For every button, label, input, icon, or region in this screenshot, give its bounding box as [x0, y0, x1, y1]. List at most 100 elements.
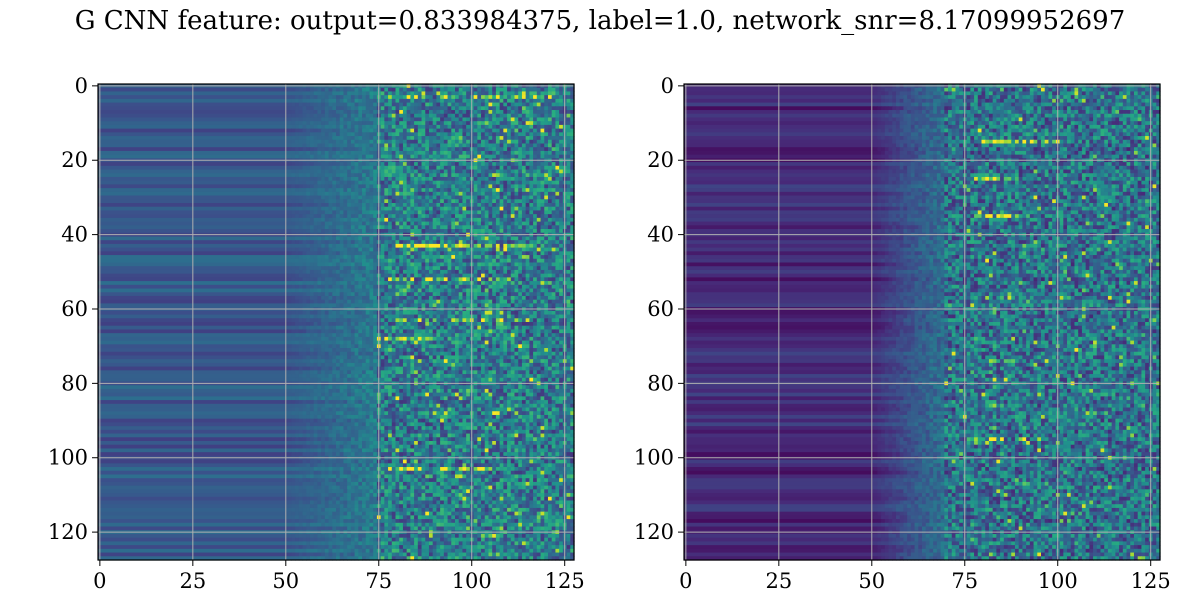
heatmap-cell	[525, 217, 530, 223]
heatmap-cell	[406, 169, 411, 174]
heatmap-cell	[354, 180, 359, 186]
heatmap-cell	[332, 251, 337, 256]
heatmap-cell	[410, 217, 415, 223]
heatmap-cell	[317, 91, 322, 96]
heatmap-cell	[306, 165, 311, 171]
heatmap-cell	[458, 314, 464, 319]
heatmap-cell	[399, 243, 404, 249]
heatmap-cell	[521, 173, 527, 178]
heatmap-cell	[339, 236, 345, 241]
heatmap-cell	[521, 292, 527, 297]
heatmap-cell	[395, 251, 400, 256]
heatmap-cell	[559, 303, 564, 308]
heatmap-cell	[484, 128, 490, 133]
heatmap-cell	[514, 277, 519, 282]
heatmap-cell	[309, 113, 315, 119]
heatmap-cell	[298, 106, 304, 111]
heatmap-cell	[380, 214, 385, 219]
heatmap-cell	[332, 255, 337, 260]
heatmap-cell	[306, 255, 311, 260]
heatmap-cell	[287, 314, 292, 319]
heatmap-cell	[440, 314, 445, 319]
heatmap-cell	[525, 303, 530, 308]
heatmap-cell	[481, 184, 486, 189]
heatmap-cell	[440, 273, 445, 278]
heatmap-cell	[518, 203, 523, 208]
heatmap-cell	[570, 266, 575, 271]
heatmap-cell	[414, 225, 419, 230]
heatmap-cell	[544, 184, 549, 189]
heatmap-cell	[503, 162, 508, 167]
heatmap-cell	[332, 221, 337, 226]
heatmap-cell	[380, 236, 385, 241]
heatmap-cell	[350, 210, 356, 215]
heatmap-cell	[384, 147, 389, 152]
heatmap-cell	[343, 87, 348, 93]
heatmap-cell	[414, 243, 419, 249]
heatmap-cell	[518, 95, 523, 100]
heatmap-cell	[428, 184, 434, 189]
heatmap-cell	[514, 91, 519, 96]
heatmap-cell	[503, 284, 508, 290]
heatmap-cell	[521, 91, 527, 96]
heatmap-cell	[332, 139, 337, 145]
heatmap-cell	[455, 98, 460, 104]
heatmap-cell	[350, 150, 356, 156]
heatmap-cell	[443, 262, 449, 267]
heatmap-cell	[492, 188, 497, 193]
heatmap-cell	[536, 191, 542, 197]
heatmap-cell	[324, 288, 330, 293]
heatmap-cell	[436, 221, 441, 226]
heatmap-cell	[570, 165, 575, 171]
heatmap-cell	[414, 128, 419, 133]
heatmap-cell	[473, 162, 478, 167]
heatmap-cell	[388, 132, 393, 137]
heatmap-cell	[495, 262, 501, 267]
heatmap-cell	[555, 240, 560, 245]
heatmap-cell	[551, 229, 557, 234]
heatmap-cell	[466, 139, 471, 145]
heatmap-cell	[455, 214, 460, 219]
heatmap-cell	[544, 299, 549, 305]
heatmap-cell	[328, 217, 333, 223]
heatmap-cell	[499, 180, 504, 186]
heatmap-cell	[321, 210, 326, 215]
heatmap-cell	[373, 91, 378, 96]
heatmap-cell	[417, 292, 423, 297]
heatmap-cell	[402, 214, 408, 219]
heatmap-cell	[410, 299, 415, 305]
heatmap-cell	[365, 273, 371, 278]
heatmap-cell	[328, 150, 333, 156]
heatmap-cell	[466, 295, 471, 301]
heatmap-cell	[540, 199, 545, 204]
heatmap-cell	[488, 229, 493, 234]
heatmap-cell	[358, 295, 363, 301]
heatmap-cell	[399, 143, 404, 148]
heatmap-cell	[466, 128, 471, 133]
heatmap-cell	[510, 139, 516, 145]
heatmap-cell	[414, 262, 419, 267]
heatmap-cell	[447, 236, 452, 241]
heatmap-cell	[547, 95, 553, 100]
heatmap-cell	[362, 247, 367, 252]
heatmap-cell	[499, 284, 504, 290]
heatmap-cell	[369, 195, 374, 200]
heatmap-cell	[347, 240, 352, 245]
heatmap-cell	[510, 154, 516, 159]
heatmap-cell	[473, 117, 478, 122]
heatmap-cell	[362, 121, 367, 126]
heatmap-cell	[514, 139, 519, 145]
heatmap-cell	[295, 210, 300, 215]
heatmap-cell	[98, 117, 285, 122]
heatmap-cell	[566, 162, 571, 167]
heatmap-cell	[507, 314, 512, 319]
heatmap-cell	[362, 95, 367, 100]
heatmap-cell	[555, 273, 560, 278]
heatmap-cell	[492, 262, 497, 267]
heatmap-cell	[481, 143, 486, 148]
figure-title: G CNN feature: output=0.833984375, label…	[75, 6, 1126, 36]
heatmap-cell	[529, 136, 534, 141]
heatmap-cell	[317, 217, 322, 223]
heatmap-cell	[507, 154, 512, 159]
heatmap-cell	[388, 191, 393, 197]
